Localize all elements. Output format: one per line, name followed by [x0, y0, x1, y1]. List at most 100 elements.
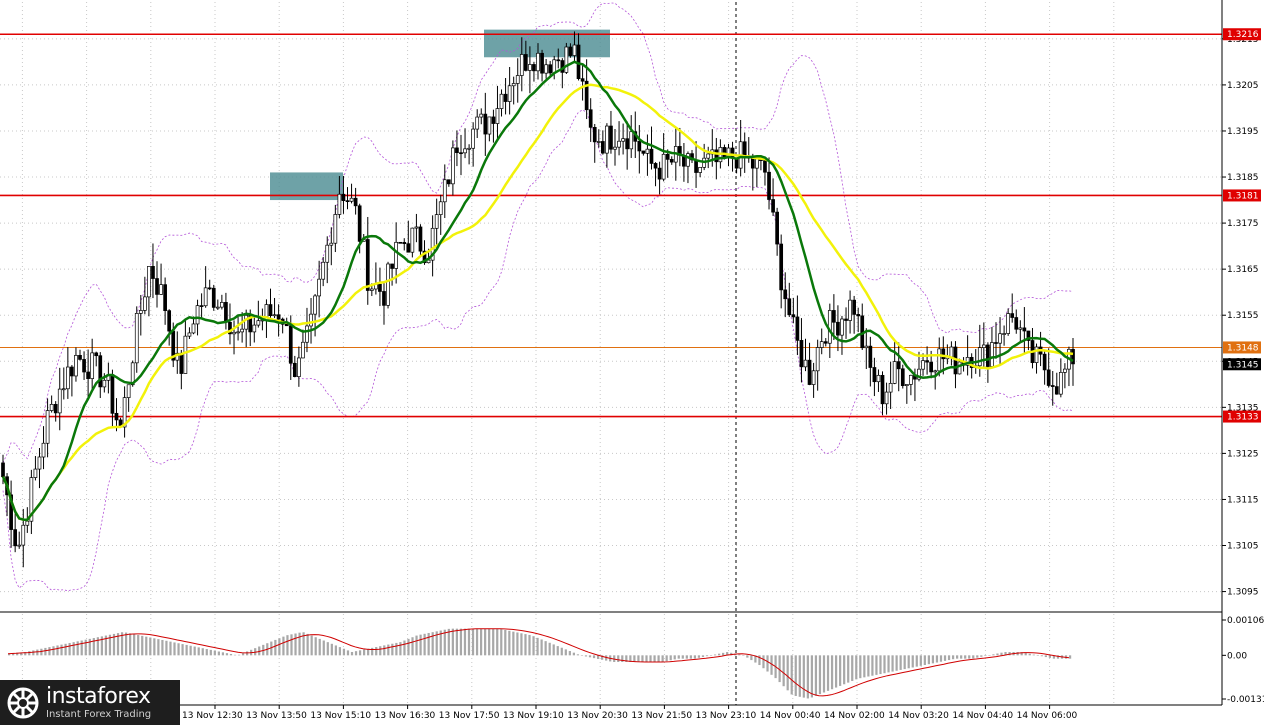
- oscillator-bar: [851, 655, 854, 681]
- candle-body: [904, 384, 909, 386]
- price-tick-label: 1.3095: [1227, 588, 1259, 598]
- candle-body: [272, 314, 277, 317]
- oscillator-bar: [685, 655, 688, 659]
- candle-body: [832, 310, 836, 323]
- candle-body: [434, 214, 439, 229]
- oscillator-bar: [984, 655, 987, 656]
- candle-body: [487, 116, 492, 135]
- candle-body: [1034, 346, 1039, 363]
- oscillator-bar: [935, 655, 939, 663]
- candle-body: [937, 348, 942, 372]
- candle-body: [929, 361, 933, 373]
- oscillator-bar: [302, 632, 305, 656]
- time-tick-label: 13 Nov 17:50: [439, 711, 500, 721]
- candle-body: [220, 302, 224, 308]
- oscillator-bar: [960, 655, 963, 659]
- candle-body: [369, 288, 374, 291]
- candle-body: [1042, 353, 1047, 371]
- oscillator-bar: [278, 638, 281, 656]
- candle-body: [917, 368, 921, 380]
- candle-body: [714, 149, 719, 163]
- oscillator-bar: [274, 639, 277, 656]
- oscillator-bar: [286, 635, 289, 656]
- level-tag-label: 1.3133: [1227, 413, 1259, 423]
- candle-body: [41, 442, 46, 458]
- oscillator-bar: [964, 655, 967, 659]
- oscillator-bar: [201, 648, 204, 656]
- candle-body: [268, 304, 273, 316]
- candle-body: [455, 147, 459, 154]
- candle-body: [799, 340, 804, 368]
- oscillator-bar: [16, 652, 19, 656]
- candle-body: [1071, 348, 1075, 365]
- oscillator-bar: [778, 655, 781, 683]
- oscillator-bar: [939, 655, 943, 662]
- candle-body: [755, 158, 759, 169]
- oscillator-bar: [209, 649, 212, 656]
- price-tick-label: 1.3105: [1227, 542, 1259, 552]
- candle-body: [507, 85, 512, 102]
- oscillator-bar: [996, 653, 999, 656]
- oscillator-bar: [1000, 652, 1003, 656]
- candle-body: [167, 310, 172, 332]
- candle-body: [78, 354, 82, 360]
- oscillator-bar: [903, 655, 906, 670]
- level-tag-label: 1.3148: [1227, 343, 1259, 353]
- candle-body: [544, 64, 548, 74]
- oscillator-bar: [947, 655, 951, 661]
- oscillator-bar: [358, 650, 362, 656]
- time-tick-label: 13 Nov 16:30: [375, 711, 436, 721]
- candle-body: [596, 141, 601, 143]
- oscillator-bar: [689, 655, 692, 659]
- candle-body: [442, 179, 447, 203]
- candle-body: [86, 371, 90, 379]
- candle-body: [143, 296, 147, 311]
- candle-body: [629, 131, 634, 150]
- oscillator-bar: [705, 655, 709, 657]
- oscillator-bar: [709, 655, 713, 656]
- candle-body: [1063, 368, 1067, 373]
- oscillator-bar: [326, 642, 329, 656]
- oscillator-bar: [177, 643, 180, 656]
- candle-body: [949, 346, 954, 358]
- oscillator-bar: [407, 638, 410, 656]
- candle-body: [187, 332, 192, 337]
- oscillator-bar: [100, 636, 104, 656]
- oscillator-bar: [762, 655, 765, 669]
- candle-body: [65, 366, 70, 390]
- candle-body: [528, 64, 532, 71]
- candle-body: [114, 412, 119, 421]
- oscillator-bar: [911, 655, 914, 668]
- candle-body: [475, 116, 480, 130]
- candle-body: [909, 374, 913, 385]
- oscillator-bar: [237, 654, 241, 656]
- oscillator-bar: [20, 652, 23, 656]
- candle-body: [329, 242, 334, 246]
- oscillator-bar: [879, 655, 882, 675]
- oscillator-bar: [181, 644, 184, 656]
- oscillator-bar: [467, 628, 471, 656]
- oscillator-bar: [443, 629, 446, 656]
- candle-body: [406, 243, 411, 253]
- candle-body: [195, 305, 200, 325]
- candle-body: [74, 354, 78, 377]
- oscillator-bar: [661, 655, 664, 662]
- oscillator-bar: [899, 655, 902, 670]
- oscillator-bar: [576, 654, 580, 656]
- candle-body: [564, 46, 569, 73]
- candle-body: [155, 278, 159, 295]
- oscillator-bar: [145, 636, 148, 656]
- oscillator-bar: [229, 653, 233, 656]
- candle-body: [183, 335, 188, 374]
- candle-body: [584, 80, 589, 111]
- oscillator-bar: [584, 655, 588, 657]
- candle-body: [657, 167, 662, 180]
- envelope-bands: [2, 2, 1074, 592]
- oscillator-bar: [419, 634, 422, 656]
- oscillator-bar: [923, 655, 926, 665]
- candle-body: [53, 404, 58, 414]
- oscillator-bar: [367, 648, 370, 656]
- candle-body: [844, 318, 848, 321]
- oscillator-bar: [596, 655, 600, 659]
